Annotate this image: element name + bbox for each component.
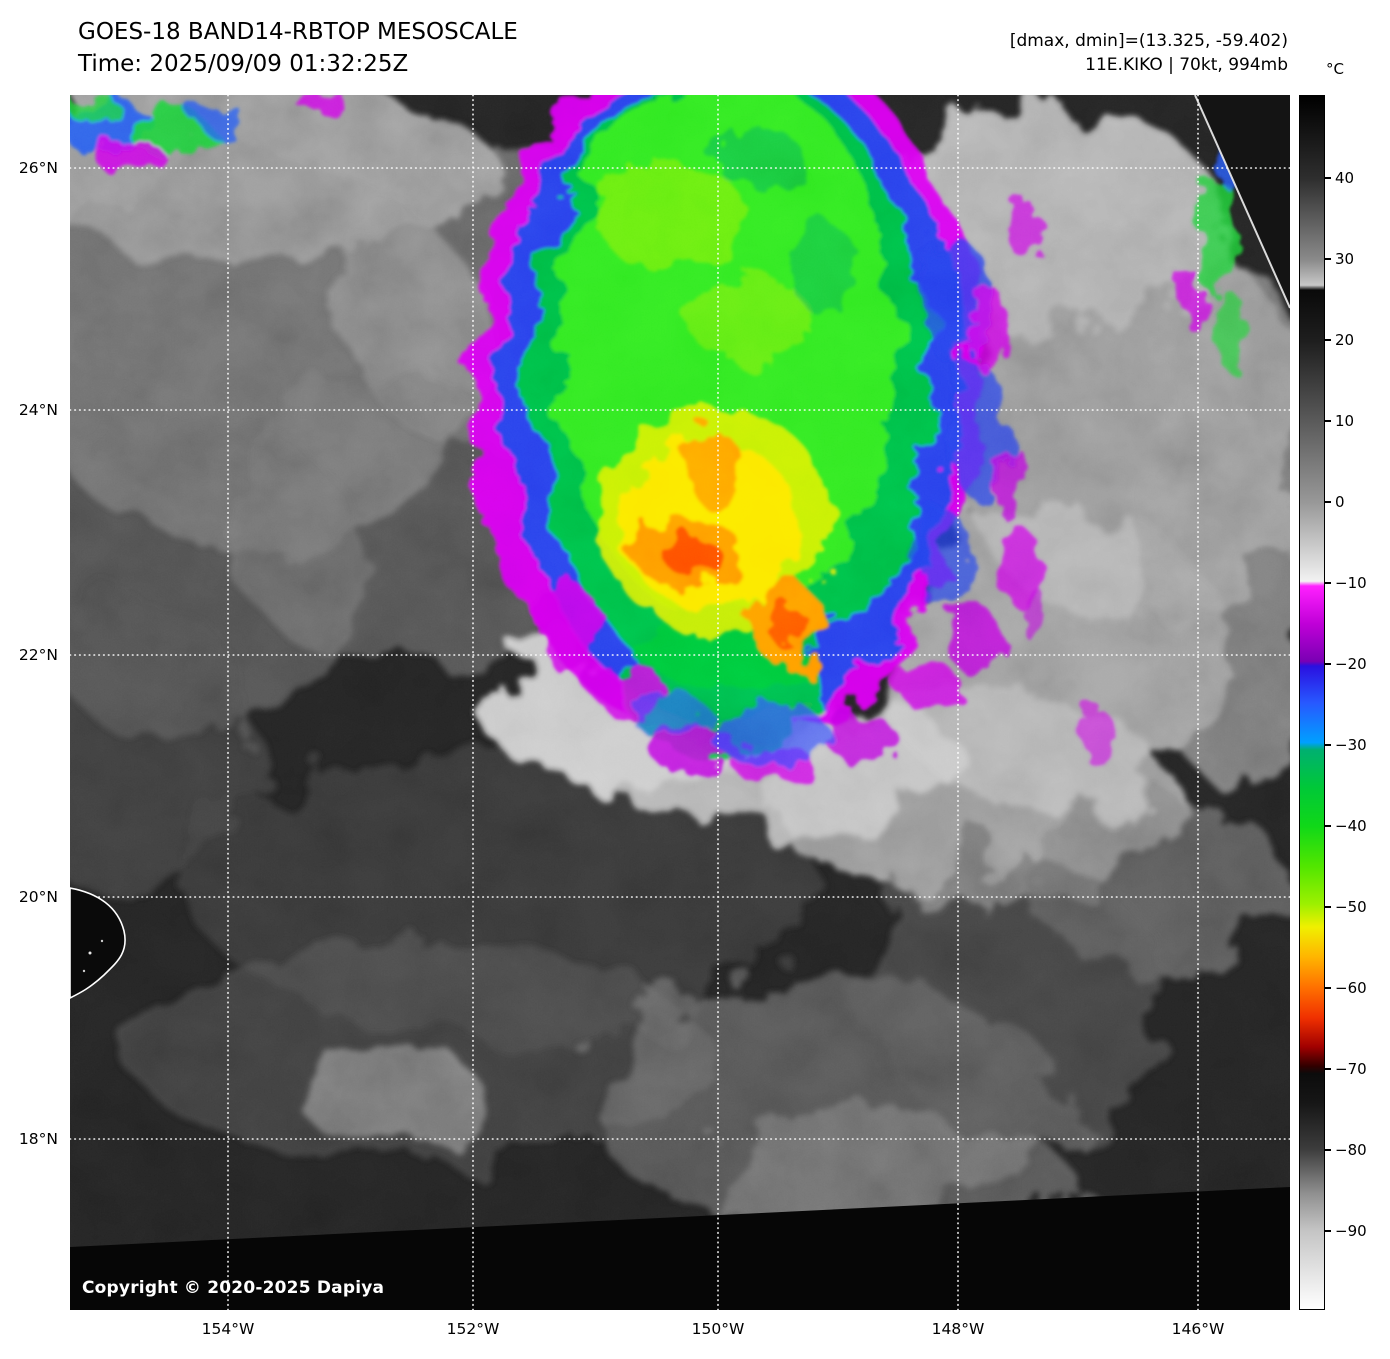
- lon-tick-label: 148°W: [931, 1320, 985, 1338]
- colorbar-tick-mark: [1325, 420, 1331, 422]
- colorbar-tick-label: −80: [1335, 1141, 1367, 1159]
- colorbar-tick: −10: [1325, 574, 1367, 592]
- colorbar-tick-mark: [1325, 987, 1331, 989]
- colorbar-tick: −90: [1325, 1222, 1367, 1240]
- colorbar-tick-mark: [1325, 339, 1331, 341]
- colorbar-tick-label: −30: [1335, 736, 1367, 754]
- colorbar-tick-label: 30: [1335, 250, 1355, 268]
- colorbar-tick: −40: [1325, 817, 1367, 835]
- grain-overlay: [70, 95, 1290, 1310]
- colorbar-tick: −20: [1325, 655, 1367, 673]
- scan-edge: [70, 95, 1290, 1310]
- lat-tick-label: 18°N: [18, 1130, 58, 1148]
- copyright-label: Copyright © 2020-2025 Dapiya: [82, 1278, 385, 1298]
- colorbar-unit-label: °C: [1326, 60, 1344, 78]
- colorbar-tick-label: 20: [1335, 331, 1355, 349]
- colorbar-tick: −30: [1325, 736, 1367, 754]
- colorbar-tick-label: −70: [1335, 1060, 1367, 1078]
- colorbar-tick: −70: [1325, 1060, 1367, 1078]
- colorbar-tick-mark: [1325, 1230, 1331, 1232]
- colorbar-tick: −50: [1325, 898, 1367, 916]
- colorbar-tick-label: 40: [1335, 169, 1355, 187]
- colorbar-tick: 30: [1325, 250, 1354, 268]
- colorbar-tick-mark: [1325, 177, 1331, 179]
- colorbar-tick: 10: [1325, 412, 1354, 430]
- lat-tick-label: 20°N: [18, 888, 58, 906]
- plot-title: GOES-18 BAND14-RBTOP MESOSCALE: [78, 19, 518, 45]
- colorbar-tick-label: −60: [1335, 979, 1367, 997]
- lon-tick-label: 152°W: [446, 1320, 500, 1338]
- lon-tick-label: 154°W: [201, 1320, 255, 1338]
- colorbar-tick-label: 10: [1335, 412, 1355, 430]
- colorbar-tick: 20: [1325, 331, 1354, 349]
- plot-header-right: [dmax, dmin]=(13.325, -59.402) 11E.KIKO …: [1010, 30, 1288, 78]
- satellite-image: [70, 95, 1290, 1310]
- colorbar-tick-mark: [1325, 825, 1331, 827]
- lon-tick-label: 150°W: [691, 1320, 745, 1338]
- coastline-hawaii: [70, 887, 126, 999]
- colorbar-tick-label: −90: [1335, 1222, 1367, 1240]
- colorbar-tick-mark: [1325, 1068, 1331, 1070]
- lon-tick-label: 146°W: [1171, 1320, 1225, 1338]
- colorbar-tick-label: 0: [1335, 493, 1345, 511]
- colorbar-tick-mark: [1325, 1149, 1331, 1151]
- colorbar-tick-label: −40: [1335, 817, 1367, 835]
- grid-overlay: [70, 95, 1290, 1310]
- colorbar: [1299, 95, 1325, 1310]
- lat-tick-label: 22°N: [18, 646, 58, 664]
- colorbar-tick-mark: [1325, 582, 1331, 584]
- colorbar-tick-label: −10: [1335, 574, 1367, 592]
- plot-time: Time: 2025/09/09 01:32:25Z: [78, 51, 409, 78]
- colorbar-tick: −60: [1325, 979, 1367, 997]
- colorbar-tick-mark: [1325, 663, 1331, 665]
- lat-tick-label: 26°N: [18, 159, 58, 177]
- colorbar-tick: 0: [1325, 493, 1345, 511]
- colorbar-tick: −80: [1325, 1141, 1367, 1159]
- storm-info-label: 11E.KIKO | 70kt, 994mb: [1085, 54, 1288, 75]
- colorbar-tick-label: −20: [1335, 655, 1367, 673]
- colorbar-tick-mark: [1325, 744, 1331, 746]
- data-range-label: [dmax, dmin]=(13.325, -59.402): [1009, 31, 1288, 51]
- plot-header: GOES-18 BAND14-RBTOP MESOSCALE Time: 202…: [78, 16, 518, 80]
- colorbar-tick: 40: [1325, 169, 1354, 187]
- lat-tick-label: 24°N: [18, 401, 58, 419]
- colorbar-tick-mark: [1325, 258, 1331, 260]
- colorbar-tick-mark: [1325, 501, 1331, 503]
- satellite-map: Copyright © 2020-2025 Dapiya: [70, 95, 1290, 1310]
- colorbar-tick-label: −50: [1335, 898, 1367, 916]
- colorbar-tick-mark: [1325, 906, 1331, 908]
